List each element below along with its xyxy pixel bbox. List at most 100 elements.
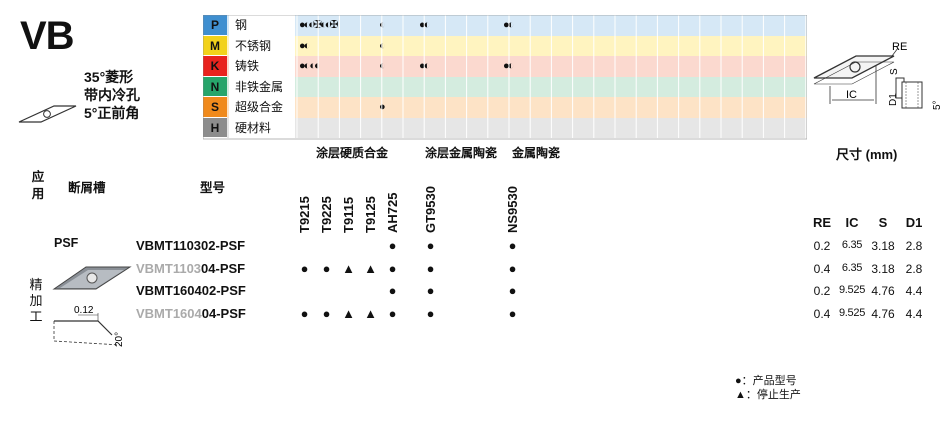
grade-mark: ● [300, 260, 309, 276]
material-grade-symbol: ●◐ [503, 19, 514, 31]
material-code: M [203, 35, 227, 56]
table-row[interactable]: VBMT110302-PSF ● ● ● 0.2 6.35 3.18 2.8 [18, 235, 930, 258]
insert-photo-icon [52, 266, 132, 290]
chipbreaker-profile-diagram: 0.12 20° [53, 305, 125, 347]
grade-mark: ▲ [342, 260, 355, 276]
grade-mark: ● [508, 305, 517, 321]
desc-line-2: 带内冷孔 [84, 87, 140, 103]
application-value: 精加工 [29, 277, 43, 324]
material-grade-symbol: ●◐◐✠◐◐✠ [299, 19, 339, 31]
chipbreaker-angle-label: 20° [114, 332, 125, 347]
group-header-cermet: 金属陶瓷 [512, 146, 561, 160]
size-col-header: RE [812, 215, 832, 230]
group-header-coated-carbide: 涂层硬质合金 [316, 146, 389, 160]
grade-header: AH725 [385, 192, 400, 233]
model-name: VBMT110302-PSF [136, 238, 245, 253]
size-value-re: 0.2 [813, 239, 831, 253]
size-value-s: 3.18 [871, 261, 895, 276]
material-grade-symbol [417, 118, 503, 139]
diagram-label-ic: IC [846, 89, 857, 101]
size-value-d1: 2.8 [905, 261, 923, 276]
material-grade-symbol [297, 118, 379, 139]
grade-mark: ● [322, 260, 331, 276]
material-name: 硬材料 [229, 117, 295, 138]
material-grade-symbol: ●◐ ◐◐ [299, 60, 321, 72]
grade-mark: ● [426, 238, 435, 253]
material-name: 不锈钢 [229, 35, 295, 56]
size-value-re: 0.2 [813, 284, 831, 298]
model-prefix: VBMT160402-PSF [136, 283, 246, 298]
material-grade-symbol: ◐ [379, 19, 386, 31]
material-code: P [203, 15, 227, 36]
material-row: P 钢 ●◐◐✠◐◐✠ ◐ ●◐ ●◐ [203, 15, 807, 36]
size-value-s: 3.18 [871, 239, 895, 253]
grade-mark: ● [388, 260, 397, 276]
material-row: M 不锈钢 ●◐ ◐ [203, 35, 807, 57]
grade-mark: ● [388, 283, 397, 298]
size-col-header: D1 [905, 215, 923, 230]
material-name: 超级合金 [229, 97, 295, 118]
size-value-ic: 6.35 [841, 239, 863, 251]
chipbreaker-width-label: 0.12 [74, 305, 94, 316]
material-grade-symbol [417, 77, 503, 98]
material-code: S [203, 97, 227, 118]
grade-mark: ● [388, 238, 397, 253]
size-value-ic: 9.525 [838, 284, 866, 296]
application-header: 应用 [31, 170, 45, 201]
material-row: K 铸铁 ●◐ ◐◐ ◐ ●◐ ●◐ [203, 56, 807, 77]
model-prefix: VBMT1103 [136, 260, 202, 276]
grade-header: NS9530 [505, 186, 520, 233]
material-grade-symbol: ● [379, 101, 386, 113]
material-grade-symbol [377, 118, 419, 139]
size-value-d1: 4.4 [905, 284, 923, 298]
grade-mark: ● [426, 305, 435, 321]
size-col-header: IC [845, 215, 859, 230]
model-prefix: VBMT110302-PSF [136, 238, 246, 253]
material-name: 非铁金属 [229, 76, 295, 97]
legend: ●：产品型号 ▲：停止生产 [735, 374, 801, 402]
grade-header: T9125 [363, 196, 378, 233]
material-code: K [203, 56, 227, 77]
legend-discontinued: ▲：停止生产 [735, 389, 801, 401]
material-name: 铸铁 [229, 56, 295, 77]
grade-mark: ● [508, 283, 517, 298]
model-suffix: 04-PSF [201, 260, 246, 276]
material-grade-symbol: ●◐ [503, 60, 514, 72]
insert-dimension-diagram: RE IC S D1 5° [813, 41, 943, 110]
material-grade-symbol [501, 36, 543, 57]
chipbreaker-header: 断屑槽 [68, 181, 106, 195]
material-row: H 硬材料 [203, 117, 807, 139]
model-suffix: 04-PSF [201, 305, 246, 321]
table-row[interactable]: VBMT160402-PSF ● ● ● 0.2 9.525 4.76 4.4 [18, 280, 930, 303]
material-grade-symbol: ●◐ [419, 19, 430, 31]
model-name: VBMT160404-PSF [136, 306, 246, 321]
table-row[interactable]: VBMT110304-PSF ● ● ▲ ▲ ● ● ● 0.4 6.35 3.18 2.8 [18, 258, 930, 281]
group-header-coated-cermet: 涂层金属陶瓷 [425, 146, 498, 160]
size-value-d1: 2.8 [905, 239, 923, 253]
diagram-label-angle: 5° [932, 100, 943, 110]
material-row: N 非铁金属 [203, 76, 807, 98]
desc-line-3: 5°正前角 [84, 105, 140, 121]
material-grade-symbol [417, 97, 503, 118]
size-value-s: 4.76 [871, 284, 895, 298]
diagram-label-d1: D1 [888, 93, 899, 106]
size-value-d1: 4.4 [905, 306, 923, 321]
table-row[interactable]: VBMT160404-PSF ● ● ▲ ▲ ● ● ● 0.4 9.525 4.76 4.4 [18, 303, 930, 326]
grade-header: T9215 [297, 196, 312, 233]
main-table: 应用 断屑槽 型号 涂层硬质合金 涂层金属陶瓷 金属陶瓷 尺寸 (mm) PSF… [18, 141, 930, 368]
desc-line-1: 35°菱形 [84, 69, 134, 85]
size-header: 尺寸 (mm) [836, 147, 898, 162]
material-code: H [203, 117, 227, 138]
model-name: VBMT160402-PSF [136, 283, 246, 298]
size-value-s: 4.76 [871, 306, 895, 321]
grade-mark: ● [388, 305, 397, 321]
grade-header: GT9530 [423, 186, 438, 233]
model-header: 型号 [200, 181, 226, 195]
material-grade-symbol [377, 77, 419, 98]
legend-product: ●：产品型号 [735, 375, 797, 387]
grade-header: T9115 [341, 196, 356, 233]
material-grade-symbol [501, 97, 543, 118]
grade-mark: ● [426, 260, 435, 276]
grade-mark: ● [426, 283, 435, 298]
material-grade-symbol [501, 118, 543, 139]
